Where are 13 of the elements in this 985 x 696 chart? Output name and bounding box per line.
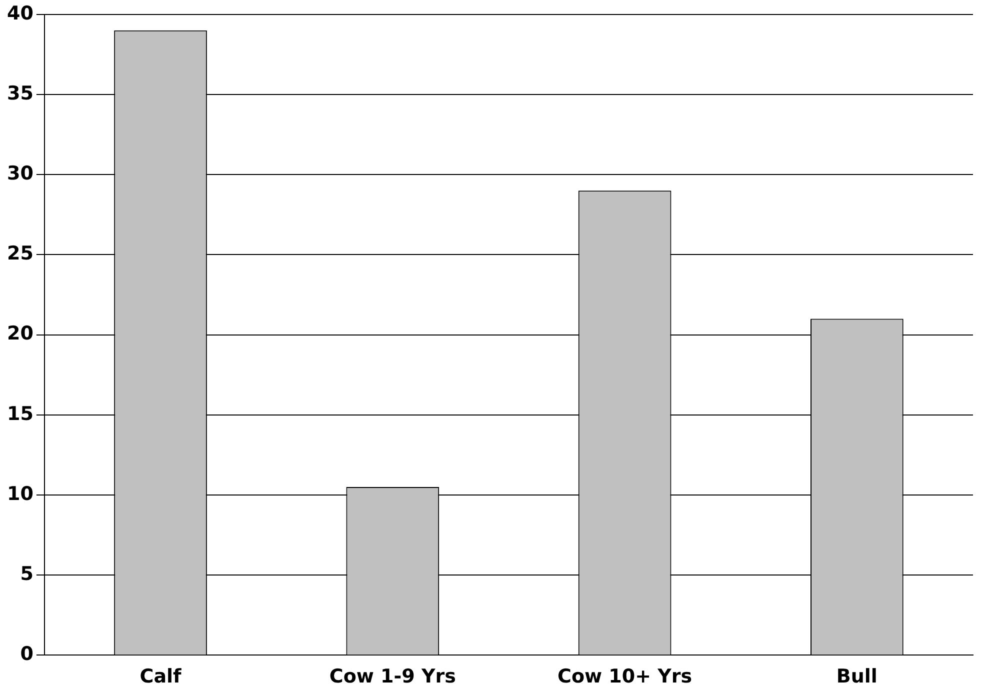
y-tick-label: 35 bbox=[6, 82, 34, 104]
y-tick-label: 40 bbox=[6, 2, 34, 24]
y-tick-label: 15 bbox=[6, 402, 34, 425]
y-tick-label: 0 bbox=[20, 643, 34, 666]
x-tick-label: Calf bbox=[140, 666, 182, 688]
y-tick-label: 10 bbox=[6, 482, 34, 505]
y-tick-label: 30 bbox=[6, 162, 34, 185]
x-tick-label: Cow 1-9 Yrs bbox=[329, 666, 456, 688]
y-tick-label: 20 bbox=[6, 322, 34, 345]
x-tick-label: Cow 10+ Yrs bbox=[558, 666, 692, 688]
x-tick-label: Bull bbox=[836, 666, 878, 688]
y-tick-label: 5 bbox=[20, 563, 34, 586]
y-tick-label: 25 bbox=[6, 242, 34, 265]
